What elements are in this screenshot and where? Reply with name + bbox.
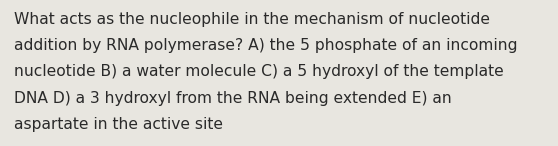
Text: DNA D) a 3 hydroxyl from the RNA being extended E) an: DNA D) a 3 hydroxyl from the RNA being e… — [14, 91, 451, 106]
Text: nucleotide B) a water molecule C) a 5 hydroxyl of the template: nucleotide B) a water molecule C) a 5 hy… — [14, 64, 504, 79]
Text: aspartate in the active site: aspartate in the active site — [14, 117, 223, 132]
Text: What acts as the nucleophile in the mechanism of nucleotide: What acts as the nucleophile in the mech… — [14, 12, 490, 27]
Text: addition by RNA polymerase? A) the 5 phosphate of an incoming: addition by RNA polymerase? A) the 5 pho… — [14, 38, 517, 53]
